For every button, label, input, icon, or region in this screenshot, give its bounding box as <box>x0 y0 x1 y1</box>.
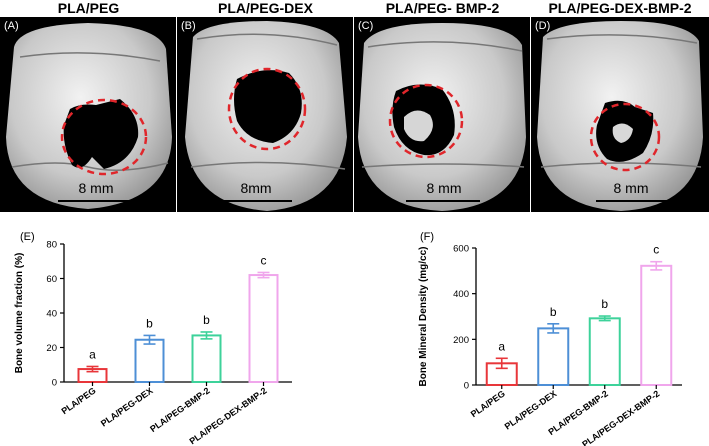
scale-bar-b <box>220 200 292 202</box>
bar-pla-peg-dex <box>537 327 570 387</box>
y-tick-label: 600 <box>453 244 469 255</box>
skull-render-c <box>358 23 526 211</box>
bone-mineral-density-chart: (F) 0 200 400 600 Bone Mineral Density (mg/cc… <box>418 231 682 446</box>
column-title-pla-peg-dex: PLA/PEG-DEX <box>218 0 313 16</box>
significance-letter: a <box>89 347 96 361</box>
bar-pla-peg-bmp-2 <box>191 334 222 384</box>
y-tick-label: 400 <box>453 289 469 300</box>
bar-pla-peg-dex-bmp-2 <box>640 264 673 387</box>
skull-render-a <box>6 23 172 209</box>
panel-label-a: (A) <box>4 20 19 32</box>
column-title-pla-peg-dex-bmp2: PLA/PEG-DEX-BMP-2 <box>548 0 692 16</box>
scale-label-c: 8 mm <box>426 180 462 196</box>
bone-volume-fraction-chart: (E) 0 20 40 60 80 Bone volume fraction (%) a PLA… <box>14 231 292 446</box>
column-title-pla-peg-bmp2: PLA/PEG- BMP-2 <box>385 0 500 16</box>
column-title-pla-peg: PLA/PEG <box>57 0 120 16</box>
y-axis-label: Bone Mineral Density (mg/cc) <box>418 246 429 386</box>
x-tick-label: PLA/PEG-BMP-2 <box>148 385 211 434</box>
panel-label-c: (C) <box>358 20 374 32</box>
y-tick-label: 80 <box>46 240 57 251</box>
panel-label-d: (D) <box>535 20 551 32</box>
scale-label-d: 8 mm <box>613 180 649 196</box>
significance-letter: b <box>146 316 153 330</box>
significance-letter: b <box>203 313 210 327</box>
significance-letter: b <box>601 297 608 311</box>
skull-image-panel-d <box>531 17 709 212</box>
y-tick-label: 0 <box>464 381 469 392</box>
y-tick-label: 20 <box>46 343 57 354</box>
y-tick-label: 0 <box>52 378 57 389</box>
scale-bar-a <box>58 200 130 202</box>
skull-image-panel-c <box>354 17 530 212</box>
scale-label-b: 8mm <box>240 180 272 196</box>
y-axis-label: Bone volume fraction (%) <box>14 253 25 374</box>
scale-label-a: 8 mm <box>78 180 114 196</box>
y-tick-label: 40 <box>46 309 57 320</box>
bar-pla-peg-dex-bmp-2 <box>248 274 279 383</box>
skull-image-panel-a <box>0 17 176 212</box>
scale-bar-c <box>406 200 480 202</box>
significance-letter: c <box>653 243 659 257</box>
x-tick-label: PLA/PEG <box>60 385 98 416</box>
skull-render-d <box>537 21 703 211</box>
bar-pla-peg-dex <box>134 338 165 384</box>
chart-panel-label: (F) <box>420 231 434 243</box>
y-tick-label: 200 <box>453 335 469 346</box>
x-tick-label: PLA/PEG <box>469 388 507 419</box>
y-tick-label: 60 <box>46 274 57 285</box>
skull-image-panel-b <box>177 17 353 212</box>
significance-letter: b <box>550 305 557 319</box>
panel-label-b: (B) <box>181 20 196 32</box>
chart-panel-label: (E) <box>20 231 35 243</box>
significance-letter: c <box>261 253 267 267</box>
significance-letter: a <box>498 339 505 353</box>
skull-render-b <box>185 21 347 211</box>
scale-bar-d <box>596 200 668 202</box>
x-tick-label: PLA/PEG-DEX <box>99 385 155 428</box>
bar-pla-peg-bmp-2 <box>588 317 621 386</box>
